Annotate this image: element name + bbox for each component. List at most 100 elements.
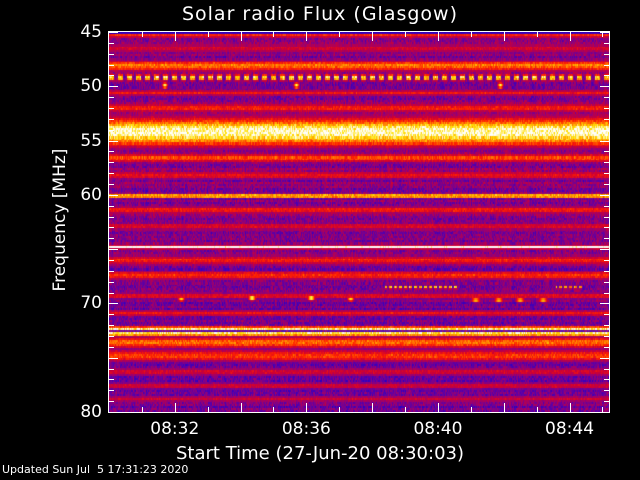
- y-tick-mark: [604, 293, 609, 294]
- page-title: Solar radio Flux (Glasgow): [181, 3, 459, 25]
- x-tick-mark: [175, 403, 176, 412]
- y-tick-mark: [604, 271, 609, 272]
- y-tick-mark: [604, 379, 609, 380]
- y-tick-mark: [604, 369, 609, 370]
- x-tick-mark: [537, 32, 538, 37]
- y-tick-mark: [604, 325, 609, 326]
- y-tick-mark: [604, 206, 609, 207]
- y-tick-mark: [604, 119, 609, 120]
- y-tick-mark: [604, 401, 609, 402]
- y-tick-mark: [109, 195, 118, 196]
- y-tick-mark: [109, 369, 114, 370]
- x-tick-mark: [339, 32, 340, 37]
- y-tick-mark: [109, 217, 114, 218]
- x-tick-mark: [602, 407, 603, 412]
- y-tick-mark: [109, 184, 114, 185]
- y-tick-mark: [109, 336, 114, 337]
- y-axis-label: Frequency [MHz]: [50, 148, 70, 292]
- x-tick-mark: [438, 403, 439, 412]
- x-tick-mark: [570, 403, 571, 412]
- y-tick-label: 50: [80, 76, 102, 97]
- y-tick-mark: [109, 54, 114, 55]
- y-tick-mark: [604, 97, 609, 98]
- x-tick-mark: [504, 32, 505, 41]
- y-tick-mark: [109, 141, 118, 142]
- x-tick-mark: [208, 32, 209, 37]
- y-tick-mark: [109, 271, 114, 272]
- x-tick-mark: [306, 32, 307, 41]
- y-tick-mark: [604, 238, 609, 239]
- y-tick-mark: [109, 293, 114, 294]
- y-tick-mark: [600, 303, 609, 304]
- y-tick-mark: [109, 390, 114, 391]
- x-tick-label: 08:36: [281, 419, 331, 439]
- y-tick-mark: [600, 412, 609, 413]
- y-tick-mark: [604, 173, 609, 174]
- x-tick-mark: [241, 403, 242, 412]
- y-tick-mark: [604, 108, 609, 109]
- y-tick-label: 60: [80, 184, 102, 205]
- x-tick-label: 08:32: [150, 419, 200, 439]
- y-tick-mark: [109, 97, 114, 98]
- y-tick-mark: [600, 32, 609, 33]
- y-tick-mark: [109, 358, 118, 359]
- y-tick-mark: [109, 260, 114, 261]
- y-tick-mark: [604, 390, 609, 391]
- dynamic-spectrum-canvas: [109, 32, 609, 412]
- y-tick-mark: [109, 86, 118, 87]
- x-tick-label: 08:44: [545, 419, 595, 439]
- x-tick-mark: [306, 403, 307, 412]
- y-tick-mark: [604, 65, 609, 66]
- y-tick-mark: [109, 282, 114, 283]
- y-tick-label: 55: [80, 130, 102, 151]
- x-tick-mark: [241, 32, 242, 41]
- y-tick-mark: [109, 314, 114, 315]
- y-tick-mark: [109, 65, 114, 66]
- x-tick-mark: [208, 407, 209, 412]
- y-tick-mark: [109, 130, 114, 131]
- y-tick-mark: [109, 249, 118, 250]
- x-tick-mark: [372, 32, 373, 41]
- y-tick-mark: [600, 358, 609, 359]
- y-tick-mark: [600, 141, 609, 142]
- x-tick-mark: [537, 407, 538, 412]
- y-tick-mark: [109, 325, 114, 326]
- y-tick-mark: [604, 336, 609, 337]
- y-tick-mark: [604, 162, 609, 163]
- y-tick-mark: [109, 379, 114, 380]
- y-tick-mark: [604, 314, 609, 315]
- updated-timestamp: Updated Sun Jul 5 17:31:23 2020: [2, 463, 189, 476]
- y-tick-mark: [600, 195, 609, 196]
- y-tick-mark: [604, 43, 609, 44]
- x-tick-mark: [273, 407, 274, 412]
- x-tick-mark: [175, 32, 176, 41]
- y-tick-mark: [604, 54, 609, 55]
- x-tick-mark: [142, 32, 143, 37]
- y-tick-mark: [109, 32, 118, 33]
- x-tick-mark: [504, 403, 505, 412]
- y-tick-mark: [604, 75, 609, 76]
- y-tick-mark: [604, 184, 609, 185]
- y-tick-mark: [604, 347, 609, 348]
- y-tick-mark: [109, 108, 114, 109]
- y-tick-mark: [109, 227, 114, 228]
- y-axis-label-box: Frequency [MHz]: [20, 40, 70, 400]
- x-tick-label: 08:40: [413, 419, 463, 439]
- y-tick-mark: [604, 217, 609, 218]
- x-tick-mark: [405, 407, 406, 412]
- y-tick-mark: [109, 303, 118, 304]
- x-tick-mark: [471, 32, 472, 37]
- y-tick-mark: [604, 130, 609, 131]
- x-tick-mark: [438, 32, 439, 41]
- y-tick-mark: [109, 75, 114, 76]
- y-tick-mark: [109, 412, 118, 413]
- y-tick-mark: [604, 282, 609, 283]
- y-tick-label: 80: [80, 402, 102, 422]
- x-tick-mark: [405, 32, 406, 37]
- x-axis-label: Start Time (27-Jun-20 08:30:03): [176, 443, 464, 464]
- x-tick-mark: [273, 32, 274, 37]
- y-tick-mark: [109, 119, 114, 120]
- y-tick-mark: [109, 173, 114, 174]
- x-tick-mark: [339, 407, 340, 412]
